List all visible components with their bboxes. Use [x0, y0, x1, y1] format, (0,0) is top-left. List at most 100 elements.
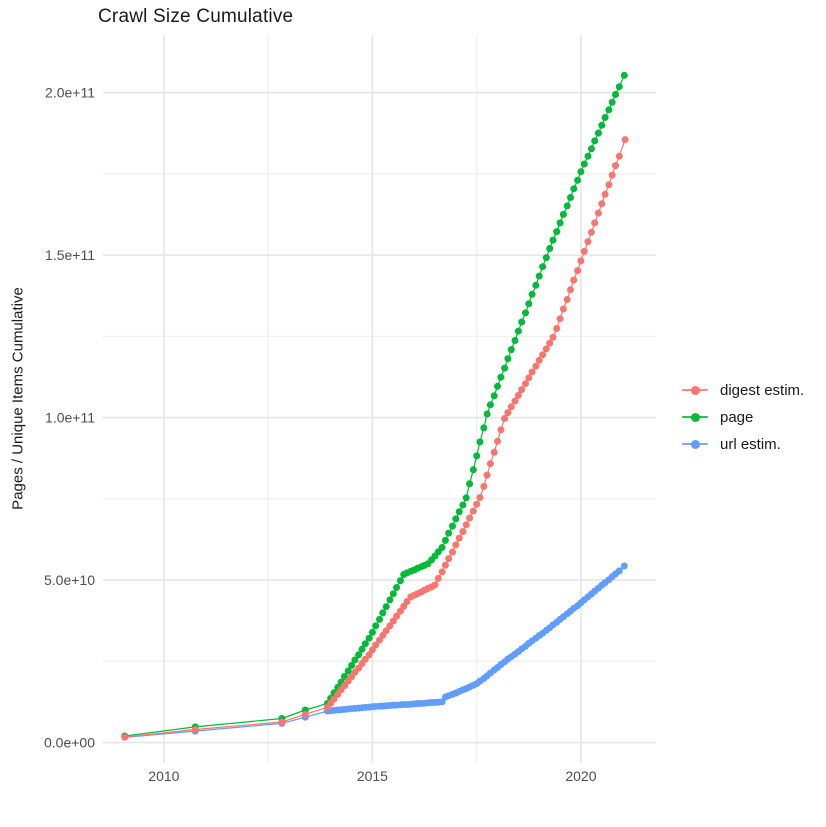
data-point-digest-estim- [556, 315, 564, 323]
data-point-digest-estim- [445, 555, 453, 563]
data-point-digest-estim- [191, 726, 199, 733]
data-point-page [358, 645, 366, 653]
legend: digest estim. page url estim. [682, 381, 804, 453]
y-tick-label: 2.0e+11 [45, 85, 95, 101]
data-point-digest-estim- [400, 602, 408, 610]
data-point-digest-estim- [389, 617, 397, 625]
data-point-page [459, 501, 467, 509]
data-point-digest-estim- [549, 333, 557, 341]
data-point-page [570, 185, 578, 193]
data-point-digest-estim- [452, 541, 460, 549]
data-point-digest-estim- [535, 356, 543, 364]
data-point-digest-estim- [528, 368, 536, 376]
legend-key-icon [682, 435, 708, 453]
data-point-digest-estim- [278, 718, 286, 726]
data-point-page [455, 508, 463, 516]
data-point-digest-estim- [438, 568, 446, 576]
data-point-page [608, 98, 616, 106]
data-point-page [553, 228, 561, 236]
legend-dot-icon [691, 439, 700, 449]
data-point-digest-estim- [459, 528, 467, 536]
legend-key-icon [682, 408, 708, 426]
data-point-digest-estim- [368, 646, 376, 654]
data-point-page [518, 318, 526, 326]
data-point-digest-estim- [372, 641, 380, 649]
data-point-digest-estim- [584, 238, 592, 246]
data-point-page [556, 219, 564, 227]
data-point-page [594, 129, 602, 137]
data-point-digest-estim- [494, 437, 501, 445]
data-point-page [396, 577, 404, 585]
data-point-digest-estim- [449, 548, 456, 556]
data-point-page [620, 71, 628, 79]
data-point-digest-estim- [434, 574, 442, 582]
data-point-page [379, 609, 387, 617]
data-point-page [567, 194, 574, 201]
data-point-digest-estim- [539, 351, 547, 359]
data-point-digest-estim- [511, 397, 519, 405]
data-point-page [445, 529, 453, 537]
data-point-digest-estim- [577, 257, 585, 265]
data-point-digest-estim- [466, 514, 474, 522]
data-point-page [532, 281, 540, 289]
data-point-page [542, 254, 550, 262]
data-point-digest-estim- [601, 190, 609, 198]
data-point-page [504, 355, 512, 363]
data-point-digest-estim- [570, 276, 578, 284]
data-point-page [563, 202, 571, 210]
data-point-digest-estim- [455, 534, 463, 542]
data-point-digest-estim- [462, 521, 470, 529]
data-point-page [351, 656, 359, 664]
data-point-digest-estim- [490, 448, 498, 456]
data-point-page [441, 536, 449, 544]
data-point-digest-estim- [567, 286, 574, 294]
data-point-digest-estim- [301, 710, 309, 718]
data-point-page [511, 337, 519, 344]
data-point-page [549, 236, 557, 244]
legend-label: page [720, 408, 754, 426]
data-point-page [559, 210, 567, 218]
data-point-page [355, 651, 363, 659]
data-point-page [497, 373, 505, 381]
legend-dot-icon [691, 412, 700, 422]
data-point-page [612, 91, 619, 98]
data-point-page [462, 494, 470, 502]
legend-label: url estim. [720, 435, 781, 453]
data-point-digest-estim- [441, 561, 449, 569]
data-point-page [372, 622, 380, 630]
data-point-digest-estim- [486, 460, 494, 468]
data-point-digest-estim- [608, 171, 616, 179]
data-point-digest-estim- [615, 152, 623, 160]
data-point-page [546, 245, 554, 252]
legend-item-url-estim: url estim. [682, 435, 804, 453]
data-point-page [452, 515, 460, 523]
data-point-page [601, 114, 609, 121]
data-point-page [438, 544, 446, 551]
data-point-digest-estim- [507, 403, 515, 411]
data-point-page [514, 327, 522, 335]
data-point-digest-estim- [587, 228, 595, 236]
y-axis-title: Pages / Unique Items Cumulative [9, 287, 27, 510]
data-point-page [598, 121, 606, 129]
data-point-digest-estim- [574, 267, 582, 275]
data-point-page [368, 628, 376, 636]
data-point-page [580, 160, 588, 168]
data-point-digest-estim- [605, 181, 613, 189]
data-point-page [577, 168, 585, 176]
data-point-digest-estim- [525, 374, 533, 382]
data-point-page [501, 364, 509, 372]
data-point-page [344, 667, 352, 675]
data-point-digest-estim- [476, 494, 484, 501]
data-point-page [507, 346, 515, 354]
data-point-digest-estim- [480, 482, 488, 490]
data-point-digest-estim- [501, 415, 509, 422]
data-point-page [361, 640, 369, 648]
data-point-digest-estim- [553, 325, 561, 332]
data-point-digest-estim- [522, 380, 529, 388]
data-point-page [449, 522, 456, 530]
data-point-page [393, 584, 401, 591]
data-point-digest-estim- [473, 500, 481, 508]
data-point-digest-estim- [330, 695, 338, 703]
